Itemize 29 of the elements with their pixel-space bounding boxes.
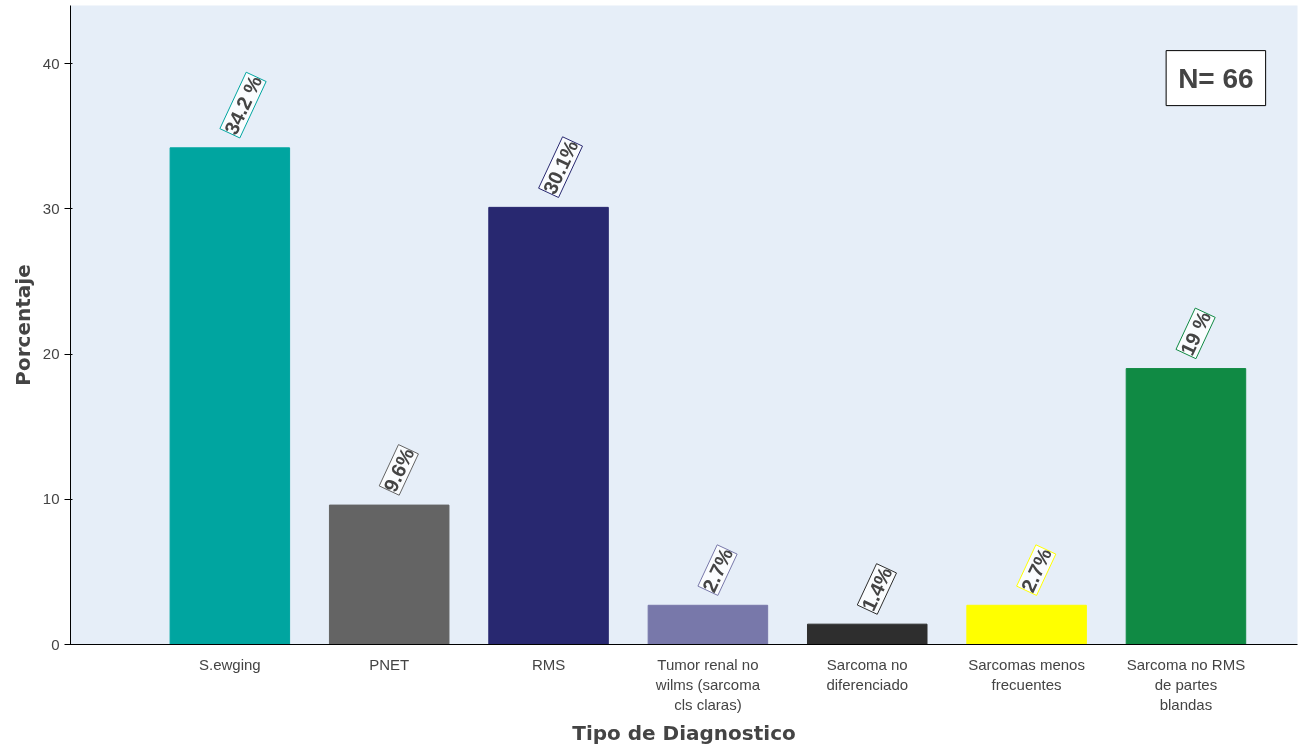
- y-tick-label: 0: [51, 635, 60, 653]
- data-label: 2.7%: [697, 544, 738, 596]
- bar: [807, 623, 928, 645]
- y-tick-label: 20: [42, 345, 60, 363]
- data-label: 9.6%: [379, 444, 419, 496]
- y-tick-label: 10: [42, 490, 60, 508]
- x-tick-label: Sarcoma no RMS de partes blandas: [1126, 655, 1246, 714]
- annotation: N= 66: [1178, 62, 1254, 94]
- data-label: 1.4%: [857, 563, 897, 615]
- x-tick-label: S.ewging: [199, 655, 261, 673]
- bar: [966, 604, 1087, 645]
- bar: [647, 604, 769, 645]
- bar: [328, 504, 450, 645]
- y-tick-label: 30: [42, 199, 60, 217]
- bar: [1125, 368, 1247, 645]
- y-tick-label: 40: [42, 54, 60, 72]
- data-label: 30.1%: [538, 136, 583, 198]
- data-label: 19 %: [1175, 307, 1216, 359]
- x-tick-label: RMS: [531, 655, 566, 673]
- data-label: 34.2 %: [219, 72, 267, 138]
- x-tick-label: PNET: [369, 655, 410, 673]
- bar: [488, 206, 609, 645]
- x-tick-label: Tumor renal no wilms (sarcoma cls claras): [654, 655, 761, 714]
- x-axis-title: Tipo de Diagnostico: [572, 721, 796, 746]
- x-tick-label: Sarcoma no diferenciado: [826, 655, 909, 693]
- y-axis-title: Porcentaje: [10, 264, 35, 386]
- x-tick-label: Sarcomas menos frecuentes: [968, 655, 1085, 693]
- bar: [169, 147, 291, 645]
- data-label: 2.7%: [1016, 544, 1056, 596]
